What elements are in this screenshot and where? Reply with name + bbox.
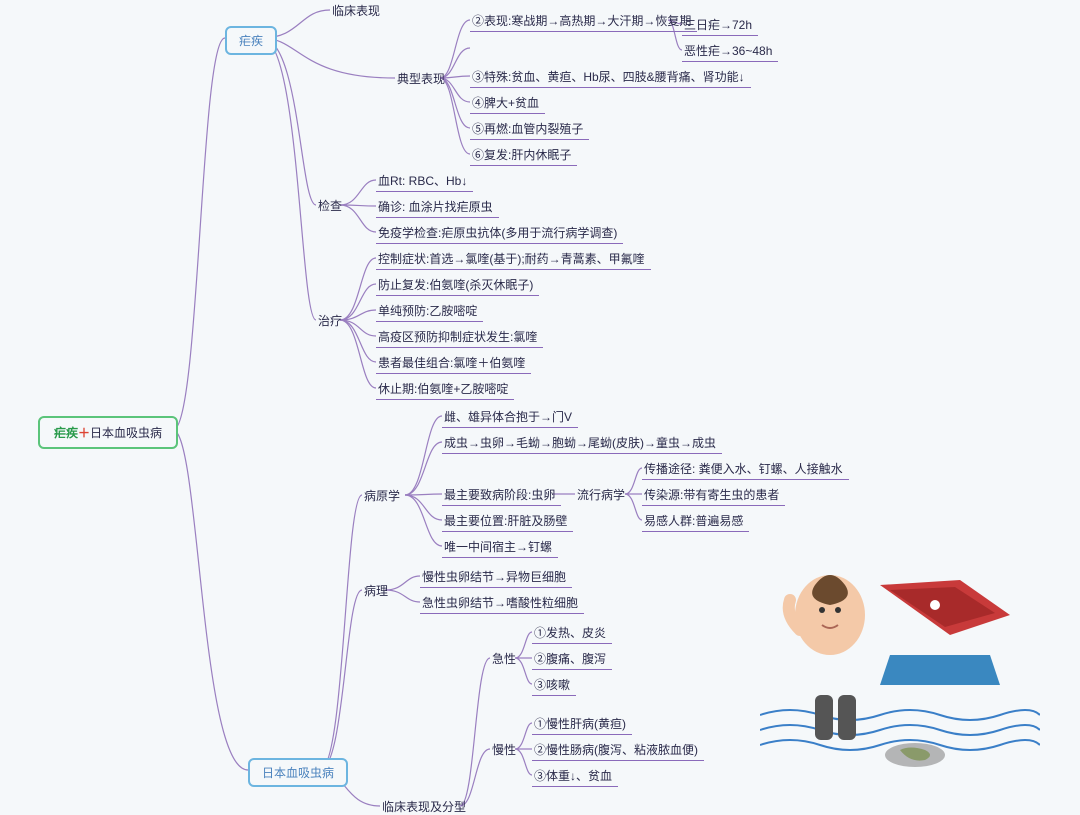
leaf-acute-a: ①发热、皮炎 [532,622,612,644]
label-test: 检查 [318,197,342,214]
lifecycle-illustration [760,555,1040,785]
leaf-tr-c: 单纯预防:乙胺嘧啶 [376,300,483,322]
leaf-test-b: 确诊: 血涂片找疟原虫 [376,196,499,218]
label-clinical-types: 临床表现及分型 [382,798,466,815]
leaf-typ2a: 三日疟→72h [682,14,758,36]
label-epidemiology: 流行病学 [577,486,625,503]
label-etiology: 病原学 [364,487,400,504]
label-chronic: 慢性 [492,741,516,758]
leaf-tr-d: 高疫区预防抑制症状发生:氯喹 [376,326,543,348]
leaf-typ5: ⑤再燃:血管内裂殖子 [470,118,589,140]
leaf-tr-a: 控制症状:首选→氯喹(基于);耐药→青蒿素、甲氟喹 [376,248,651,270]
leaf-epi-c: 易感人群:普遍易感 [642,510,749,532]
leaf-acute-c: ③咳嗽 [532,674,576,696]
root-title-plus: ＋ [78,426,90,440]
label-clinical: 临床表现 [332,2,380,19]
leaf-typ2b: 恶性疟→36~48h [682,40,778,62]
leaf-tr-e: 患者最佳组合:氯喹＋伯氨喹 [376,352,531,374]
root-title-pre: 疟疾 [54,426,78,440]
node-schisto[interactable]: 日本血吸虫病 [248,758,348,787]
leaf-test-a: 血Rt: RBC、Hb↓ [376,170,473,192]
label-typical: 典型表现 [397,70,445,87]
node-malaria[interactable]: 疟疾 [225,26,277,55]
leaf-etio-b: 成虫→虫卵→毛蚴→胞蚴→尾蚴(皮肤)→童虫→成虫 [442,432,722,454]
leaf-test-c: 免疫学检查:疟原虫抗体(多用于流行病学调查) [376,222,623,244]
root-node[interactable]: 疟疾＋日本血吸虫病 [38,416,178,449]
leaf-tr-b: 防止复发:伯氨喹(杀灭休眠子) [376,274,539,296]
leaf-etio-a: 雌、雄异体合抱于→门V [442,406,578,428]
leaf-typ3: ③特殊:贫血、黄疸、Hb尿、四肢&腰背痛、肾功能↓ [470,66,751,88]
root-title-post: 日本血吸虫病 [90,426,162,440]
leaf-typ4: ④脾大+贫血 [470,92,545,114]
leaf-tr-f: 休止期:伯氨喹+乙胺嘧啶 [376,378,514,400]
leaf-chronic-b: ②慢性肠病(腹泻、粘液脓血便) [532,739,704,761]
leaf-epi-a: 传播途径: 粪便入水、钉螺、人接触水 [642,458,849,480]
leaf-path-b: 急性虫卵结节→嗜酸性粒细胞 [420,592,584,614]
leaf-acute-b: ②腹痛、腹泻 [532,648,612,670]
label-pathology: 病理 [364,582,388,599]
leaf-typ6: ⑥复发:肝内休眠子 [470,144,577,166]
leaf-etio-d: 最主要位置:肝脏及肠壁 [442,510,573,532]
leaf-path-a: 慢性虫卵结节→异物巨细胞 [420,566,572,588]
leaf-epi-b: 传染源:带有寄生虫的患者 [642,484,785,506]
label-acute: 急性 [492,650,516,667]
leaf-etio-c: 最主要致病阶段:虫卵 [442,484,561,506]
leaf-etio-e: 唯一中间宿主→钉螺 [442,536,558,558]
label-treatment: 治疗 [318,312,342,329]
leaf-typ2: ②表现:寒战期→高热期→大汗期→恢复期 [470,10,697,32]
leaf-chronic-c: ③体重↓、贫血 [532,765,618,787]
leaf-chronic-a: ①慢性肝病(黄疸) [532,713,632,735]
